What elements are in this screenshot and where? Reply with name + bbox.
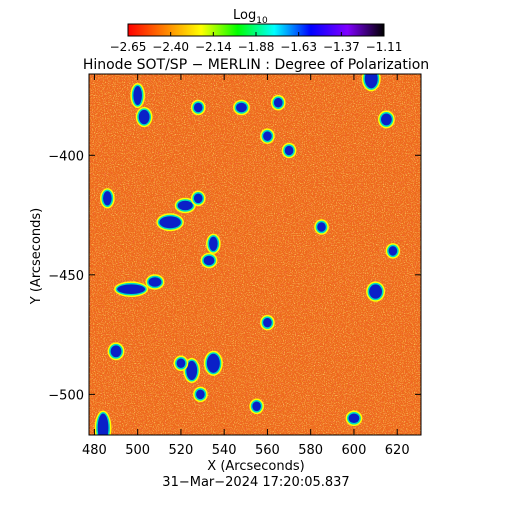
x-axis-ticks: 480 500 520 540 560 580 600 620 <box>82 74 410 458</box>
feature-core <box>388 246 398 256</box>
x-tick-label: 480 <box>82 443 107 458</box>
feature-core <box>103 191 112 206</box>
feature-core <box>186 360 198 381</box>
y-axis-label: Y (Arcseconds) <box>29 208 44 305</box>
x-tick-label: 620 <box>385 443 410 458</box>
feature-core <box>348 413 360 424</box>
feature-core <box>97 413 109 435</box>
feature-core <box>369 284 383 299</box>
feature-core <box>263 317 272 328</box>
feature-core <box>138 109 150 125</box>
y-axis-ticks: −400 −450 −500 <box>48 149 421 403</box>
colorbar-tick-label: −1.63 <box>280 40 317 54</box>
x-tick-label: 520 <box>169 443 194 458</box>
feature-core <box>284 145 294 156</box>
colorbar-tick-label: −1.11 <box>366 40 403 54</box>
y-tick-label: −400 <box>48 149 84 164</box>
timestamp: 31−Mar−2024 17:20:05.837 <box>162 475 349 490</box>
x-tick-label: 560 <box>255 443 280 458</box>
colorbar-ticks: −2.65 −2.40 −2.14 −1.88 −1.63 −1.37 −1.11 <box>110 32 403 54</box>
feature-core <box>193 193 203 204</box>
colorbar-tick-label: −2.65 <box>110 40 147 54</box>
feature-core <box>196 389 205 400</box>
x-tick-label: 600 <box>342 443 367 458</box>
feature-core <box>203 255 215 266</box>
feature-core <box>133 85 142 106</box>
x-tick-label: 540 <box>212 443 237 458</box>
plot-title: Hinode SOT/SP − MERLIN : Degree of Polar… <box>83 57 429 73</box>
colorbar-tick-label: −1.37 <box>323 40 360 54</box>
colorbar-tick-label: −2.40 <box>152 40 189 54</box>
feature-core <box>110 345 122 358</box>
feature-core <box>176 358 186 369</box>
colorbar-label: Log10 <box>233 8 268 26</box>
feature-core <box>177 200 193 211</box>
x-axis-label: X (Arcseconds) <box>207 459 304 474</box>
feature-core <box>380 113 392 126</box>
feature-core <box>317 222 326 232</box>
feature-core <box>148 277 162 287</box>
y-tick-label: −500 <box>48 388 84 403</box>
feature-core <box>117 284 146 294</box>
feature-core <box>193 102 203 113</box>
map-features <box>94 74 401 435</box>
feature-core <box>364 74 378 89</box>
feature-core <box>209 236 218 251</box>
feature-core <box>236 102 247 113</box>
feature-core <box>273 97 283 108</box>
feature-core <box>263 131 272 141</box>
polarization-map <box>89 74 421 435</box>
x-tick-label: 580 <box>298 443 323 458</box>
colorbar-tick-label: −2.14 <box>195 40 232 54</box>
feature-core <box>206 353 220 373</box>
map-texture-yellow <box>89 74 421 435</box>
plot-frame <box>88 73 422 436</box>
feature-core <box>159 216 181 229</box>
colorbar-tick-label: −1.88 <box>238 40 275 54</box>
feature-core <box>252 401 261 412</box>
x-tick-label: 500 <box>125 443 150 458</box>
y-tick-label: −450 <box>48 269 84 284</box>
